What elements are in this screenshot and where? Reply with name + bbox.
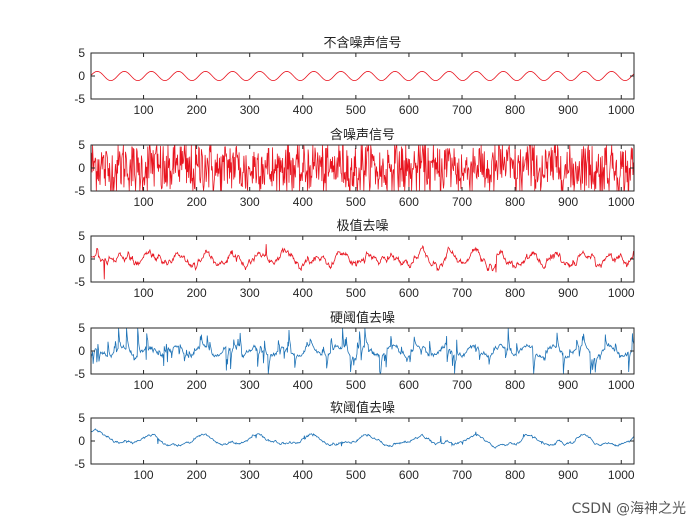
- x-tick-label: 400: [293, 378, 313, 392]
- subplot-title: 不含噪声信号: [323, 35, 401, 51]
- x-tick-label: 300: [240, 286, 260, 300]
- x-tick-label: 600: [399, 378, 419, 392]
- x-tick-label: 700: [452, 378, 472, 392]
- x-tick-label: 500: [346, 195, 366, 209]
- y-tick-label: -5: [74, 92, 85, 106]
- x-tick-label: 800: [505, 195, 525, 209]
- x-tick-label: 200: [187, 195, 207, 209]
- x-tick-label: 500: [346, 103, 366, 117]
- x-tick-label: 1000: [608, 378, 635, 392]
- y-tick-label: -5: [74, 275, 85, 289]
- x-tick-label: 800: [505, 468, 525, 482]
- x-tick-label: 200: [187, 378, 207, 392]
- x-tick-label: 300: [240, 195, 260, 209]
- series-line-3: [90, 244, 635, 280]
- y-tick-label: 0: [78, 161, 85, 175]
- x-tick-label: 700: [452, 195, 472, 209]
- x-tick-label: 200: [187, 286, 207, 300]
- x-tick-label: 600: [399, 195, 419, 209]
- x-tick-label: 500: [346, 468, 366, 482]
- series-line-5: [90, 428, 635, 449]
- x-tick-label: 700: [452, 286, 472, 300]
- x-tick-label: 200: [187, 103, 207, 117]
- x-tick-label: 600: [399, 103, 419, 117]
- x-tick-label: 800: [505, 103, 525, 117]
- x-tick-label: 700: [452, 468, 472, 482]
- y-tick-label: 5: [78, 321, 85, 335]
- y-tick-label: 5: [78, 46, 85, 60]
- x-tick-label: 900: [558, 103, 578, 117]
- y-tick-label: 0: [78, 434, 85, 448]
- y-tick-label: -5: [74, 367, 85, 381]
- subplot-3: 100 200 300 400 500 600 700 800 900 1000 5 0 -5 极值去噪: [74, 218, 635, 300]
- axes-box-1: [90, 52, 635, 100]
- x-tick-label: 100: [134, 195, 154, 209]
- subplot-title: 软阈值去噪: [330, 400, 395, 416]
- x-tick-label: 500: [346, 286, 366, 300]
- x-tick-label: 100: [134, 378, 154, 392]
- series-line-2: [90, 145, 635, 192]
- x-tick-label: 600: [399, 468, 419, 482]
- x-tick-label: 500: [346, 378, 366, 392]
- y-tick-label: 0: [78, 252, 85, 266]
- x-tick-label: 100: [134, 286, 154, 300]
- x-tick-label: 1000: [608, 468, 635, 482]
- x-tick-label: 300: [240, 103, 260, 117]
- y-tick-label: 0: [78, 69, 85, 83]
- x-tick-label: 300: [240, 378, 260, 392]
- x-tick-label: 900: [558, 286, 578, 300]
- subplot-2: 100 200 300 400 500 600 700 800 900 1000 5 0 -5 含噪声信号: [74, 127, 635, 209]
- y-tick-label: 5: [78, 229, 85, 243]
- subplot-title: 硬阈值去噪: [330, 310, 395, 326]
- y-tick-label: -5: [74, 457, 85, 471]
- x-tick-label: 1000: [608, 195, 635, 209]
- x-tick-label: 100: [134, 103, 154, 117]
- x-tick-label: 200: [187, 468, 207, 482]
- y-tick-label: 5: [78, 411, 85, 425]
- x-tick-label: 1000: [608, 103, 635, 117]
- x-tick-label: 1000: [608, 286, 635, 300]
- y-tick-label: -5: [74, 184, 85, 198]
- series-line-4: [90, 328, 635, 375]
- x-tick-label: 700: [452, 103, 472, 117]
- x-tick-label: 400: [293, 195, 313, 209]
- subplot-title: 含噪声信号: [330, 127, 395, 143]
- axes-box-5: [90, 417, 635, 465]
- subplot-1: 100 200 300 400 500 600 700 800 900 1000 5 0 -5 不含噪声信…: [74, 35, 635, 117]
- x-tick-label: 600: [399, 286, 419, 300]
- subplot-5: 100 200 300 400 500 600 700 800 900 1000 5 0 -5 软阈值去噪: [74, 400, 635, 482]
- x-tick-label: 400: [293, 103, 313, 117]
- y-tick-label: 5: [78, 138, 85, 152]
- x-tick-label: 800: [505, 378, 525, 392]
- x-tick-label: 100: [134, 468, 154, 482]
- x-tick-label: 300: [240, 468, 260, 482]
- subplot-4: 100 200 300 400 500 600 700 800 900 1000 5 0 -5 硬阈值去噪: [74, 310, 635, 392]
- x-tick-label: 800: [505, 286, 525, 300]
- subplot-title: 极值去噪: [336, 218, 388, 234]
- y-tick-label: 0: [78, 344, 85, 358]
- x-tick-label: 400: [293, 286, 313, 300]
- series-line-1: [90, 70, 635, 82]
- x-tick-label: 900: [558, 468, 578, 482]
- watermark: CSDN @海神之光: [571, 501, 686, 517]
- x-tick-label: 900: [558, 195, 578, 209]
- x-tick-label: 900: [558, 378, 578, 392]
- x-tick-label: 400: [293, 468, 313, 482]
